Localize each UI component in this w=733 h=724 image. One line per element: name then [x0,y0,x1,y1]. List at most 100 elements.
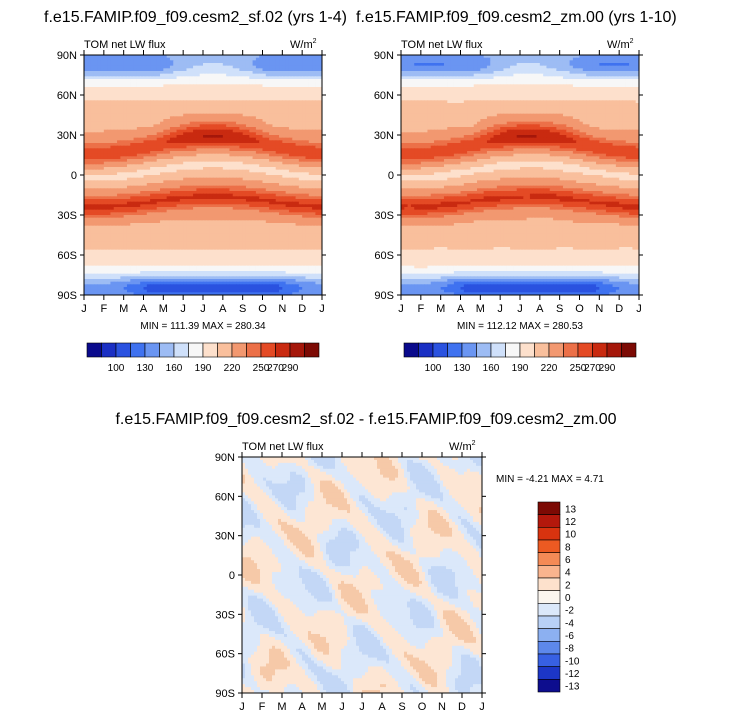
field-cell [160,153,164,157]
field-cell [226,92,231,96]
field-cell [282,79,287,83]
field-cell [169,63,174,67]
field-cell [206,103,211,107]
field-cell [173,55,178,59]
field-cell [232,76,237,80]
field-cell [255,161,260,165]
field-cell [206,65,211,69]
field-cell [113,73,118,77]
field-cell [113,239,118,243]
field-cell [252,175,257,179]
field-cell [110,239,115,243]
field-cell [302,113,307,117]
field-cell [87,201,92,205]
field-cell [87,127,92,131]
field-cell [163,199,168,203]
field-cell [305,132,310,136]
field-cell [298,140,303,144]
field-cell [153,215,158,219]
field-cell [146,76,151,80]
field-cell [120,97,125,101]
field-cell [315,148,320,152]
field-cell [156,84,161,88]
field-cell [176,217,181,221]
field-cell [153,145,158,149]
field-cell [193,236,197,240]
field-cell [103,217,108,221]
field-cell [209,217,214,221]
field-cell [196,100,201,104]
field-cell [156,92,161,96]
field-cell [163,164,168,168]
field-cell [186,223,191,227]
field-cell [209,140,214,144]
field-cell [255,97,260,101]
field-cell [103,140,108,144]
field-cell [236,124,240,128]
field-cell [120,57,125,61]
field-cell [150,201,155,205]
field-cell [245,231,250,235]
field-cell [166,185,171,189]
field-cell [199,215,204,219]
field-cell [229,225,234,229]
field-cell [199,129,204,133]
field-cell [272,183,277,187]
field-cell [84,100,88,104]
field-cell [143,172,148,176]
field-cell [206,228,211,232]
field-cell [318,223,322,227]
field-cell [298,89,303,93]
field-cell [143,204,148,208]
field-cell [143,57,148,61]
field-cell [140,212,145,216]
field-cell [318,188,322,192]
field-cell [93,100,98,104]
field-cell [173,156,178,160]
field-cell [219,172,224,176]
field-cell [292,204,297,208]
field-cell [206,209,211,213]
field-cell [107,153,112,157]
field-cell [97,68,102,72]
field-cell [288,87,293,91]
field-cell [206,81,211,85]
field-cell [107,108,112,112]
field-cell [146,177,151,181]
field-cell [160,185,164,189]
field-cell [245,212,250,216]
field-cell [110,191,115,195]
field-cell [298,121,303,125]
field-cell [285,55,290,59]
field-cell [193,180,197,184]
field-cell [189,183,194,187]
field-cell [295,167,300,171]
field-cell [318,207,322,211]
field-cell [259,57,264,61]
field-cell [87,97,92,101]
field-cell [265,233,270,237]
field-cell [216,177,221,181]
field-cell [133,89,138,93]
field-cell [153,231,158,235]
field-cell [100,145,105,149]
field-cell [216,209,221,213]
field-cell [212,89,217,93]
field-cell [239,137,244,141]
field-cell [136,209,141,213]
field-cell [249,81,254,85]
field-cell [232,119,237,123]
field-cell [183,159,188,163]
field-cell [252,132,257,136]
field-cell [226,153,231,157]
field-cell [219,143,224,147]
field-cell [226,132,231,136]
field-cell [279,143,283,147]
field-cell [163,204,168,208]
field-cell [150,137,155,141]
field-cell [209,223,214,227]
field-cell [288,161,293,165]
field-cell [262,143,267,147]
field-cell [153,124,158,128]
field-cell [226,57,231,61]
